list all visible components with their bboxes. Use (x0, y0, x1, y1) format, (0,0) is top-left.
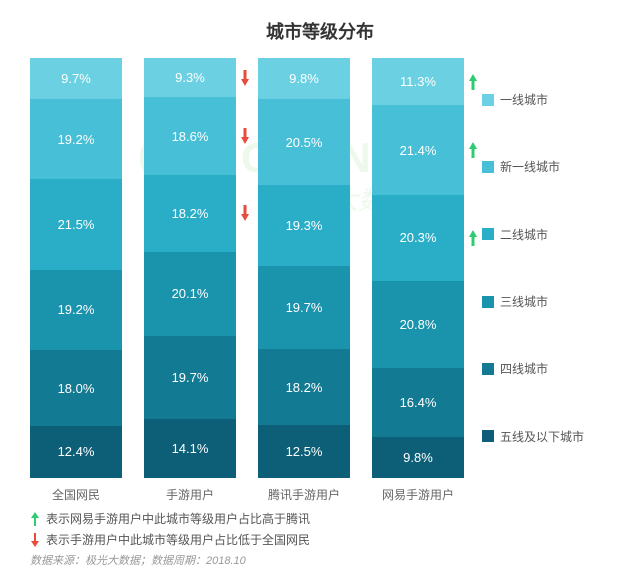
up-arrow-icon (468, 141, 478, 159)
bar-column: 11.3%21.4%20.3%20.8%16.4%9.8% 网易手游用户 (372, 58, 464, 503)
bar-segment: 12.4% (30, 426, 122, 478)
footnote-up: 表示网易手游用户中此城市等级用户占比高于腾讯 (30, 510, 620, 527)
bar-segment: 11.3% (372, 58, 464, 105)
bar-segment: 18.2% (144, 175, 236, 251)
legend-item: 二线城市 (482, 226, 584, 243)
stacked-bar: 9.3%18.6%18.2%20.1%19.7%14.1% (144, 58, 236, 478)
up-arrow-icon (468, 73, 478, 91)
bar-segment: 14.1% (144, 419, 236, 478)
up-arrow-icon (468, 229, 478, 247)
bar-segment: 9.8% (258, 58, 350, 99)
bar-segment: 16.4% (372, 368, 464, 437)
up-arrow-icon (30, 511, 40, 527)
x-axis-label: 网易手游用户 (382, 486, 454, 503)
legend-item: 四线城市 (482, 360, 584, 377)
legend-item: 一线城市 (482, 91, 584, 108)
stacked-bar: 9.7%19.2%21.5%19.2%18.0%12.4% (30, 58, 122, 478)
chart-title: 城市等级分布 (0, 0, 640, 58)
bar-segment: 9.8% (372, 437, 464, 478)
legend-item: 五线及以下城市 (482, 428, 584, 445)
bar-column: 9.7%19.2%21.5%19.2%18.0%12.4%全国网民 (30, 58, 122, 503)
legend-label: 二线城市 (500, 226, 548, 243)
bar-segment: 19.2% (30, 270, 122, 351)
bar-segment: 20.5% (258, 99, 350, 185)
chart-area: 9.7%19.2%21.5%19.2%18.0%12.4%全国网民9.3%18.… (0, 58, 640, 503)
down-arrow-icon (240, 204, 250, 222)
bar-segment: 12.5% (258, 425, 350, 478)
stacked-bar: 11.3%21.4%20.3%20.8%16.4%9.8% (372, 58, 464, 478)
x-axis-label: 手游用户 (166, 486, 214, 503)
bar-segment: 21.5% (30, 179, 122, 269)
bar-column: 9.8%20.5%19.3%19.7%18.2%12.5% 腾讯手游用户 (258, 58, 350, 503)
legend-label: 一线城市 (500, 91, 548, 108)
legend-label: 四线城市 (500, 360, 548, 377)
bar-segment: 20.8% (372, 281, 464, 368)
bar-column: 9.3%18.6%18.2%20.1%19.7%14.1% 手游用户 (144, 58, 236, 503)
footnote-down: 表示手游用户中此城市等级用户占比低于全国网民 (30, 531, 620, 548)
legend-item: 新一线城市 (482, 158, 584, 175)
bar-segment: 19.7% (258, 266, 350, 349)
bar-segment: 18.6% (144, 97, 236, 175)
bar-segment: 21.4% (372, 105, 464, 195)
legend-swatch (482, 94, 494, 106)
legend-swatch (482, 363, 494, 375)
legend: 一线城市新一线城市二线城市三线城市四线城市五线及以下城市 (482, 58, 584, 478)
legend-swatch (482, 228, 494, 240)
legend-label: 新一线城市 (500, 158, 560, 175)
bar-segment: 19.3% (258, 185, 350, 266)
bar-segment: 18.0% (30, 350, 122, 426)
down-arrow-icon (240, 69, 250, 87)
bar-segment: 9.7% (30, 58, 122, 99)
bar-segment: 20.3% (372, 195, 464, 280)
legend-swatch (482, 161, 494, 173)
legend-swatch (482, 430, 494, 442)
down-arrow-icon (30, 532, 40, 548)
bars-container: 9.7%19.2%21.5%19.2%18.0%12.4%全国网民9.3%18.… (30, 58, 464, 503)
bar-segment: 19.2% (30, 99, 122, 180)
stacked-bar: 9.8%20.5%19.3%19.7%18.2%12.5% (258, 58, 350, 478)
data-source: 数据来源：极光大数据；数据周期：2018.10 (30, 552, 620, 568)
bar-segment: 9.3% (144, 58, 236, 97)
legend-item: 三线城市 (482, 293, 584, 310)
legend-swatch (482, 296, 494, 308)
bar-segment: 19.7% (144, 336, 236, 419)
bar-segment: 18.2% (258, 349, 350, 425)
x-axis-label: 腾讯手游用户 (268, 486, 340, 503)
chart-footer: 表示网易手游用户中此城市等级用户占比高于腾讯 表示手游用户中此城市等级用户占比低… (30, 510, 620, 568)
down-arrow-icon (240, 127, 250, 145)
legend-label: 三线城市 (500, 293, 548, 310)
legend-label: 五线及以下城市 (500, 428, 584, 445)
x-axis-label: 全国网民 (52, 486, 100, 503)
bar-segment: 20.1% (144, 252, 236, 336)
